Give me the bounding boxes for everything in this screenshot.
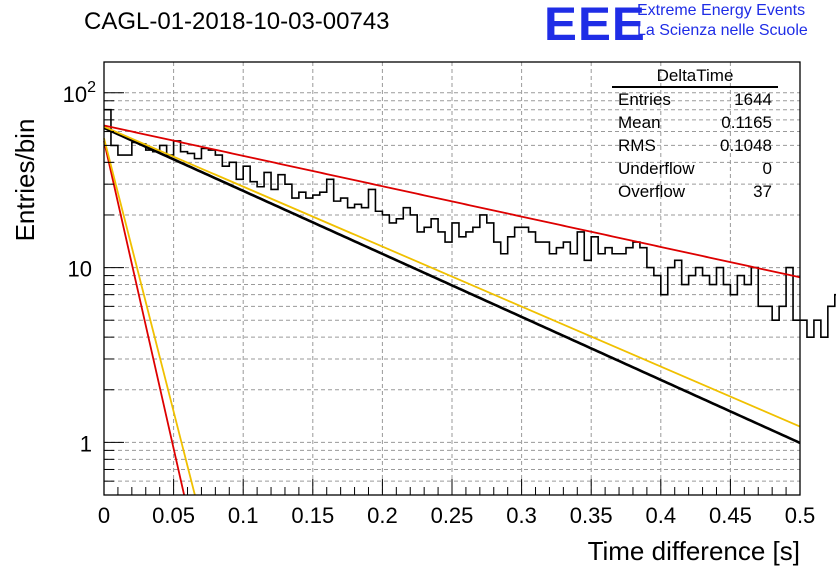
x-tick-label: 0.15: [291, 503, 334, 528]
x-tick-label: 0.05: [152, 503, 195, 528]
stats-label: RMS: [618, 136, 656, 155]
stats-label: Mean: [618, 113, 661, 132]
fit-curve-2: [103, 124, 801, 279]
stats-label: Entries: [618, 90, 671, 109]
brand-line-1: Extreme Energy Events: [637, 2, 806, 19]
stats-label: Overflow: [618, 182, 686, 201]
stats-box: DeltaTime Entries 1644 Mean 0.1165 RMS 0.1048…: [612, 66, 778, 203]
x-tick-label: 0.35: [570, 503, 613, 528]
y-tick-label: 1: [80, 431, 92, 456]
stats-value: 37: [753, 182, 772, 201]
eee-logo: EEE: [544, 0, 646, 50]
fit-curve-3: [103, 140, 186, 496]
x-axis-label: Time difference [s]: [588, 536, 800, 566]
stats-value: 0.1048: [720, 136, 772, 155]
y-tick-label: 10: [68, 257, 92, 282]
y-tick-label: 102: [63, 79, 96, 107]
y-tick-labels: 1 10 102: [63, 79, 96, 457]
x-tick-label: 0.5: [785, 503, 816, 528]
grid-lines: [104, 62, 800, 496]
stats-value: 0: [762, 159, 772, 178]
axis-ticks: [103, 92, 801, 496]
fit-curve-4: [103, 137, 196, 496]
x-tick-labels: 0 0.05 0.1 0.15 0.2 0.25 0.3 0.35 0.4 0.45 0.5: [98, 503, 815, 528]
stats-row-overflow: Overflow 37: [612, 180, 778, 203]
y-axis-label: Entries/bin: [10, 119, 40, 242]
fit-curve-1: [103, 125, 801, 428]
histogram-bars: [104, 108, 836, 338]
stats-label: Underflow: [618, 159, 695, 178]
fit-curves: [103, 124, 801, 496]
stats-row-entries: Entries 1644: [612, 88, 778, 111]
stats-title: DeltaTime: [612, 66, 778, 88]
stats-row-rms: RMS 0.1048: [612, 134, 778, 157]
stats-row-underflow: Underflow 0: [612, 157, 778, 180]
x-tick-label: 0.4: [646, 503, 677, 528]
x-tick-label: 0.25: [431, 503, 474, 528]
stats-row-mean: Mean 0.1165: [612, 111, 778, 134]
x-tick-label: 0.2: [367, 503, 398, 528]
stats-value: 1644: [734, 90, 772, 109]
x-tick-label: 0.45: [709, 503, 752, 528]
stats-value: 0.1165: [721, 113, 772, 132]
x-tick-label: 0.1: [228, 503, 259, 528]
chart-title: CAGL-01-2018-10-03-00743: [84, 8, 390, 35]
x-tick-label: 0.3: [506, 503, 537, 528]
histogram-outline: [104, 108, 836, 338]
stats-rows: Entries 1644 Mean 0.1165 RMS 0.1048 Underflow 0…: [612, 88, 778, 203]
fit-curve-0: [103, 126, 801, 445]
brand-line-2: La Scienza nelle Scuole: [637, 22, 808, 39]
x-tick-label: 0: [98, 503, 110, 528]
